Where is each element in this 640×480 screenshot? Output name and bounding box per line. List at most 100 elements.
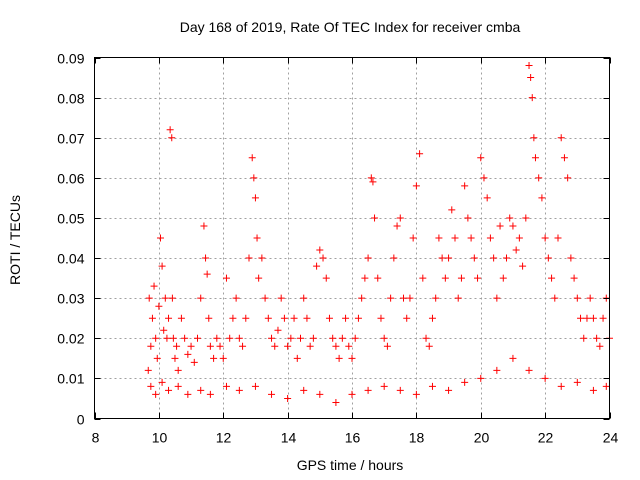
data-point <box>261 294 269 302</box>
data-point <box>428 382 436 390</box>
data-point <box>202 254 210 262</box>
data-point <box>184 390 192 398</box>
ticks-layer <box>94 57 611 420</box>
data-point <box>483 194 491 202</box>
data-point <box>461 182 469 190</box>
grid-layer <box>94 57 610 419</box>
data-point <box>509 354 517 362</box>
data-point <box>160 326 168 334</box>
data-point <box>171 354 179 362</box>
x-tick-label: 8 <box>92 430 100 446</box>
data-point <box>316 246 324 254</box>
data-point <box>457 274 465 282</box>
data-point <box>527 74 535 82</box>
data-point <box>284 394 292 402</box>
data-point <box>226 334 234 342</box>
data-point <box>454 294 462 302</box>
data-point <box>250 174 258 182</box>
y-tick-label: 0.04 <box>57 251 84 267</box>
data-point <box>470 254 478 262</box>
data-point <box>589 314 597 322</box>
y-tick-label: 0 <box>77 412 85 428</box>
data-point <box>599 314 607 322</box>
data-point <box>493 294 501 302</box>
data-point <box>174 366 182 374</box>
data-point <box>586 294 594 302</box>
data-point <box>451 234 459 242</box>
data-point <box>435 234 443 242</box>
data-point <box>416 150 424 158</box>
data-point <box>548 274 556 282</box>
data-point <box>461 378 469 386</box>
data-point <box>409 234 417 242</box>
data-point <box>235 334 243 342</box>
data-point <box>432 294 440 302</box>
data-point <box>480 174 488 182</box>
x-tick-label: 24 <box>603 430 619 446</box>
data-point <box>152 334 160 342</box>
data-point <box>145 294 153 302</box>
x-tick-label: 20 <box>474 430 490 446</box>
data-point <box>570 274 578 282</box>
data-point <box>467 234 475 242</box>
data-point <box>216 342 224 350</box>
data-point <box>163 334 171 342</box>
data-point <box>354 314 362 322</box>
data-point <box>531 154 539 162</box>
data-point <box>187 342 195 350</box>
data-point <box>496 222 504 230</box>
data-point <box>232 294 240 302</box>
data-point <box>499 274 507 282</box>
data-point <box>274 326 282 334</box>
data-point <box>348 354 356 362</box>
data-point <box>205 314 213 322</box>
data-point <box>190 358 198 366</box>
data-point <box>393 222 401 230</box>
data-point <box>322 274 330 282</box>
data-point <box>351 334 359 342</box>
data-point <box>210 354 218 362</box>
data-point <box>284 342 292 350</box>
data-point <box>329 334 337 342</box>
data-point <box>219 354 227 362</box>
data-point <box>583 314 591 322</box>
y-tick-labels: 0 0.01 0.02 0.03 0.04 0.05 0.06 0.07 0.08 0.09 <box>57 51 84 428</box>
data-point <box>161 294 169 302</box>
data-point <box>419 274 427 282</box>
y-tick-label: 0.02 <box>57 331 84 347</box>
y-tick-label: 0.09 <box>57 51 84 67</box>
data-point <box>412 390 420 398</box>
data-point <box>445 386 453 394</box>
data-point <box>361 274 369 282</box>
data-point <box>428 314 436 322</box>
data-point <box>165 314 173 322</box>
y-tick-label: 0.05 <box>57 211 84 227</box>
x-tick-labels: 8 10 12 14 16 18 20 22 24 <box>92 430 619 446</box>
data-point <box>522 214 530 222</box>
data-point <box>174 382 182 390</box>
data-point <box>332 342 340 350</box>
data-point <box>268 334 276 342</box>
data-point <box>541 234 549 242</box>
data-point <box>573 294 581 302</box>
data-point <box>371 214 379 222</box>
data-point <box>166 126 174 134</box>
data-point <box>253 234 261 242</box>
data-point <box>255 274 263 282</box>
data-point <box>293 354 301 362</box>
data-point <box>173 342 181 350</box>
data-point <box>147 382 155 390</box>
data-point <box>380 382 388 390</box>
data-point <box>403 314 411 322</box>
data-point <box>602 382 610 390</box>
data-point <box>203 270 211 278</box>
data-point <box>345 342 353 350</box>
data-point <box>152 390 160 398</box>
data-point <box>474 274 482 282</box>
data-point <box>150 282 158 290</box>
data-point <box>197 386 205 394</box>
data-point <box>158 378 166 386</box>
data-point <box>222 274 230 282</box>
x-tick-label: 14 <box>281 430 297 446</box>
data-point <box>332 398 340 406</box>
